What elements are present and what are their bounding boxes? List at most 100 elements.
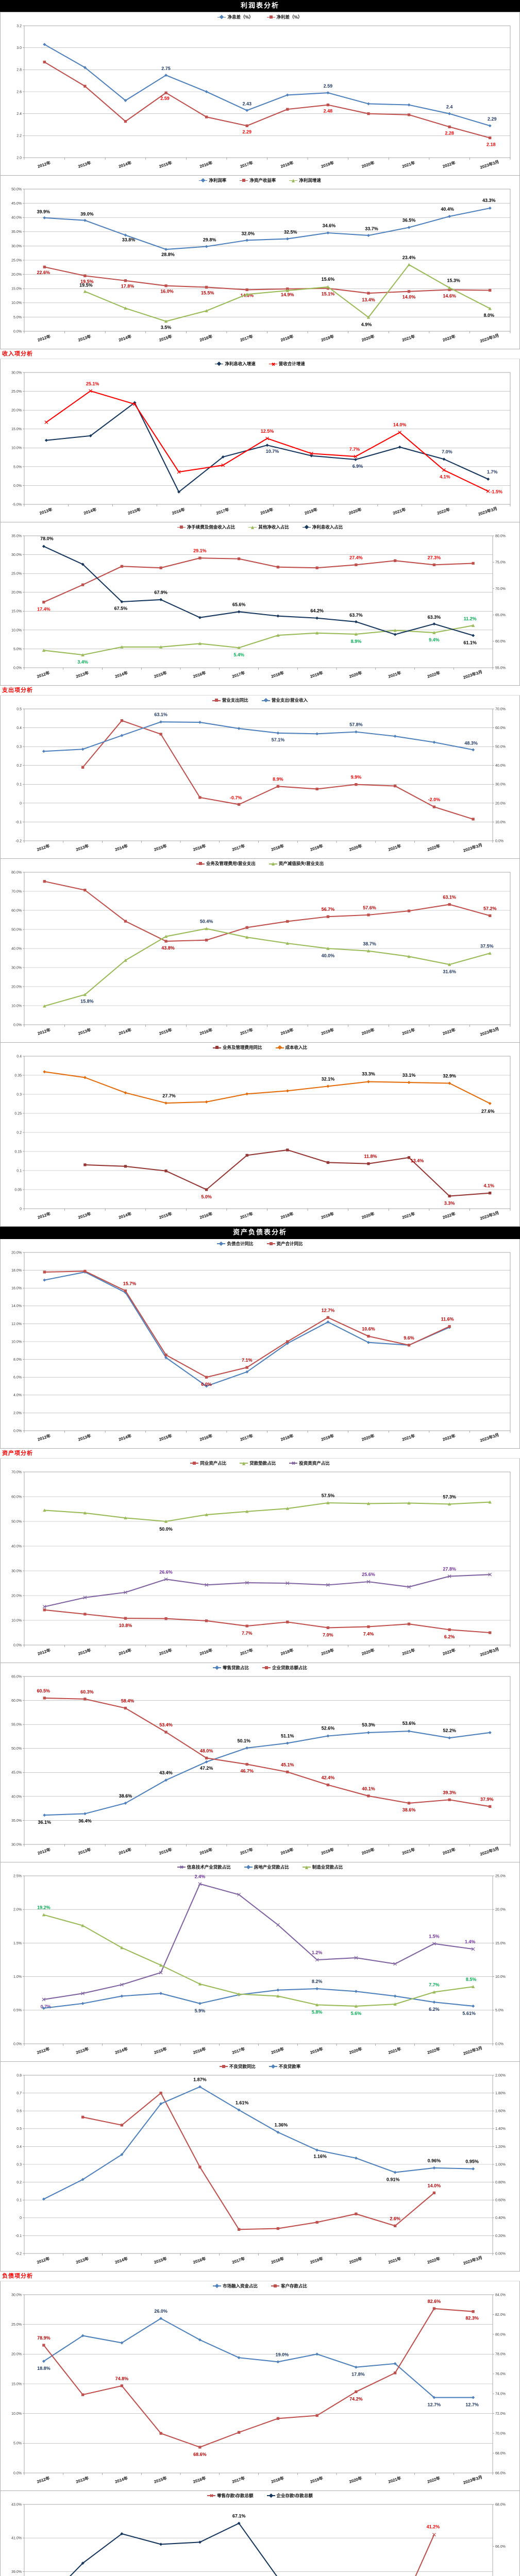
data-point-marker (472, 2167, 475, 2171)
legend-item[interactable]: 零售贷款占比 (212, 1665, 249, 1671)
legend-item[interactable]: 负债合计同比 (217, 1241, 254, 1247)
chart-plot-area-c6: 0.0% 10.0% 20.0% 30.0% 40.0% 50.0% 60.0% 70.0% 8… (1, 867, 519, 1042)
legend-item[interactable]: 净资产收益率 (240, 177, 276, 183)
legend-label: 投资类资产占比 (299, 1460, 330, 1466)
legend-item[interactable]: 净利润增速 (289, 177, 321, 183)
data-label: 17.4% (37, 607, 51, 612)
legend-cross-icon (177, 1865, 186, 1869)
y-axis-tick-label: 0 (20, 802, 22, 806)
legend-item[interactable]: 市场融入资金占比 (212, 2283, 258, 2289)
y-axis-tick-label: 8.0% (13, 1358, 22, 1362)
x-axis-category-label: 2017年 (239, 1647, 254, 1656)
data-label: 57.8% (349, 722, 363, 727)
legend-item[interactable]: 净利差（%） (266, 14, 303, 20)
legend-label: 负债合计同比 (227, 1241, 254, 1246)
legend-item[interactable]: 资产合计同比 (266, 1241, 303, 1247)
legend-item[interactable]: 贷款垫款占比 (240, 1460, 276, 1466)
x-axis-category-label: 2014年 (114, 2256, 129, 2264)
legend-item[interactable]: 营收合计增速 (269, 361, 305, 367)
plot-background (24, 2504, 493, 2576)
data-point-marker (367, 913, 370, 917)
series-line-1 (43, 721, 474, 752)
legend-item[interactable]: 其他净收入占比 (248, 524, 289, 530)
y-axis-tick-label: 0.3 (16, 1093, 22, 1097)
data-point-marker (354, 2156, 358, 2160)
legend-item[interactable]: 净息差（%） (217, 14, 254, 20)
series-line-0 (43, 1883, 474, 2000)
data-point-marker (83, 1269, 87, 1273)
legend-item[interactable]: 净利润率 (199, 177, 226, 183)
legend-item[interactable]: 资产减值损失\营业支出 (269, 860, 324, 867)
x-axis-category-label: 2021年 (401, 1027, 416, 1036)
legend-item[interactable]: 业务及管理费用\营业支出 (196, 860, 256, 867)
x-axis-category-label: 2022年 (442, 160, 456, 169)
legend-square-icon (262, 1665, 271, 1670)
legend-item[interactable]: 房地产业贷款占比 (244, 1864, 289, 1870)
legend-item[interactable]: 成本收入比 (275, 1044, 307, 1050)
y-axis-tick-label: 2.0% (13, 1412, 22, 1415)
x-axis-category-label: 2014年 (118, 1647, 132, 1656)
legend-item[interactable]: 业务及管理费用同比 (212, 1044, 262, 1050)
data-point-marker (472, 634, 475, 637)
y-axis-tick-label: 25.0% (11, 259, 22, 263)
data-point-marker (124, 1801, 127, 1805)
y-axis-tick-label: 40.0% (11, 216, 22, 220)
legend-item[interactable]: 不良贷款率 (269, 2063, 300, 2070)
data-point-marker (315, 2221, 318, 2224)
legend-item[interactable]: 客户存款占比 (271, 2283, 307, 2289)
legend-item[interactable]: 同业资产占比 (190, 1460, 226, 1466)
legend-item[interactable]: 企业贷款总额占比 (262, 1665, 307, 1671)
legend-label: 净利润增速 (299, 178, 321, 183)
data-point-marker (81, 583, 85, 587)
data-point-marker (366, 1080, 370, 1084)
x-axis-category-label: 2015年 (153, 670, 167, 679)
legend-item[interactable]: 零售存款\存款总额 (207, 2493, 254, 2499)
legend-item[interactable]: 净利息收入增速 (215, 361, 256, 367)
data-label: 10.7% (266, 449, 279, 454)
legend-item[interactable]: 净手续费及佣金收入占比 (177, 524, 235, 530)
x-axis-category-label: 2020年 (348, 843, 363, 852)
x-axis-category-label: 2017年 (239, 334, 254, 343)
data-point-marker (159, 2102, 163, 2106)
x-axis-category-label: 2016年 (199, 1846, 213, 1855)
x-axis-category-label: 2012年 (36, 843, 51, 852)
data-point-marker (237, 1992, 241, 1996)
data-point-marker (354, 620, 358, 624)
data-label: 11.8% (364, 1154, 377, 1159)
data-point-marker (42, 750, 45, 753)
x-axis-category-label: 2023年3月 (479, 1646, 499, 1657)
data-point-marker (42, 2344, 45, 2347)
data-label: 19.5% (79, 283, 93, 288)
series-line-2 (44, 1574, 491, 1607)
y-axis-tick-label: -0.2 (15, 2252, 22, 2256)
x-axis-category-label: 2017年 (215, 507, 230, 516)
legend-item[interactable]: 投资类资产占比 (289, 1460, 330, 1466)
legend-item[interactable]: 营业支出\营业收入 (261, 697, 308, 703)
x-axis-category-label: 2018年 (280, 1647, 294, 1656)
data-label: 63.1% (443, 895, 456, 900)
y-axis-tick-label: 43.0% (11, 2503, 22, 2506)
legend-item[interactable]: 不良贷款同比 (219, 2063, 256, 2070)
chart-plot-area-c4: 0.0% 5.0% 10.0% 15.0% 20.0% 25.0% 30.0% 35.0% 55… (1, 531, 519, 685)
data-label: 19.2% (37, 1905, 51, 1910)
x-axis-category-label: 2016年 (199, 1211, 213, 1220)
legend-item[interactable]: 制造业贷款占比 (302, 1864, 343, 1870)
data-label: 33.8% (122, 238, 136, 243)
chart-card-c11: 信息技术产业贷款占比 房地产业贷款占比 制造业贷款占比 0.0% 0.5% 1.0% 1.5… (0, 1862, 520, 2062)
data-label: -1.5% (490, 489, 502, 495)
data-label: 29.8% (203, 238, 216, 243)
legend-item[interactable]: 净利息收入占比 (302, 524, 343, 530)
data-point-marker (198, 2085, 202, 2089)
data-point-marker (432, 2166, 436, 2170)
x-axis-category-label: 2013年 (39, 507, 53, 516)
legend-square-icon (271, 2283, 279, 2288)
legend-item[interactable]: 营业支出同比 (212, 697, 248, 703)
legend-item[interactable]: 企业存款\存款总额 (266, 2493, 313, 2499)
data-point-marker (366, 1731, 370, 1734)
y-axis-tick-label: 0.35 (14, 1074, 22, 1078)
legend-label: 企业存款\存款总额 (276, 2493, 313, 2498)
legend-item[interactable]: 信息技术产业贷款占比 (177, 1864, 231, 1870)
legend-label: 营业支出同比 (222, 698, 248, 703)
data-point-marker (164, 74, 168, 77)
y2-axis-tick-label: 0.0% (495, 2042, 504, 2046)
